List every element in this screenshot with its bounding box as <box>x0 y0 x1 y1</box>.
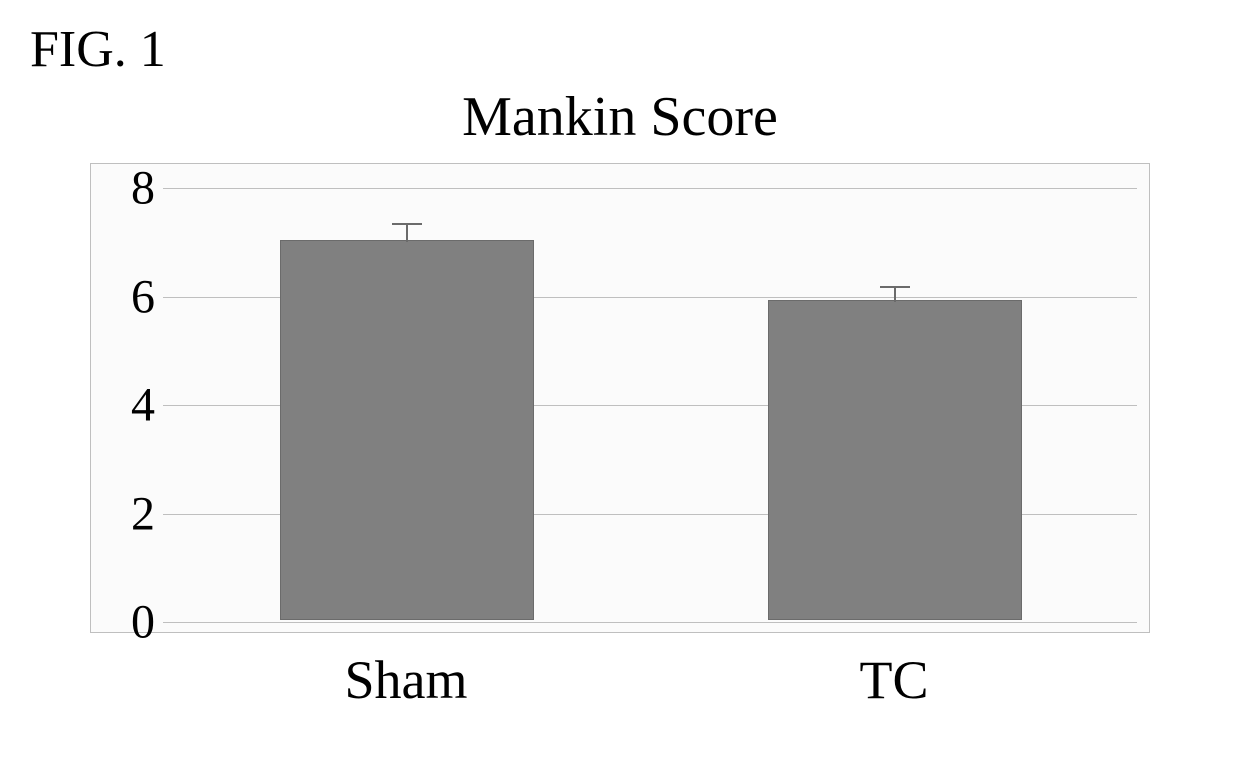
plot-region <box>163 188 1137 620</box>
page: FIG. 1 Mankin Score 0 2 4 6 8 Sham TC <box>0 0 1240 783</box>
x-axis: Sham TC <box>90 643 1150 713</box>
y-tick-label: 6 <box>131 269 155 324</box>
figure-label: FIG. 1 <box>30 20 1210 79</box>
x-tick-label: TC <box>859 649 928 711</box>
bar <box>280 240 534 620</box>
error-bar-stem <box>406 223 408 242</box>
gridline <box>163 622 1137 623</box>
chart-title: Mankin Score <box>30 85 1210 149</box>
y-tick-label: 2 <box>131 486 155 541</box>
y-tick-label: 8 <box>131 161 155 216</box>
y-tick-label: 4 <box>131 378 155 433</box>
error-bar-cap <box>880 286 910 288</box>
error-bar-cap <box>392 223 422 225</box>
chart-plot-area: 02468 <box>90 163 1150 633</box>
bar <box>768 300 1022 620</box>
y-tick-label: 0 <box>131 595 155 650</box>
y-axis: 02468 <box>91 164 163 632</box>
gridline <box>163 188 1137 189</box>
x-tick-label: Sham <box>344 649 467 711</box>
error-bar-stem <box>894 286 896 302</box>
